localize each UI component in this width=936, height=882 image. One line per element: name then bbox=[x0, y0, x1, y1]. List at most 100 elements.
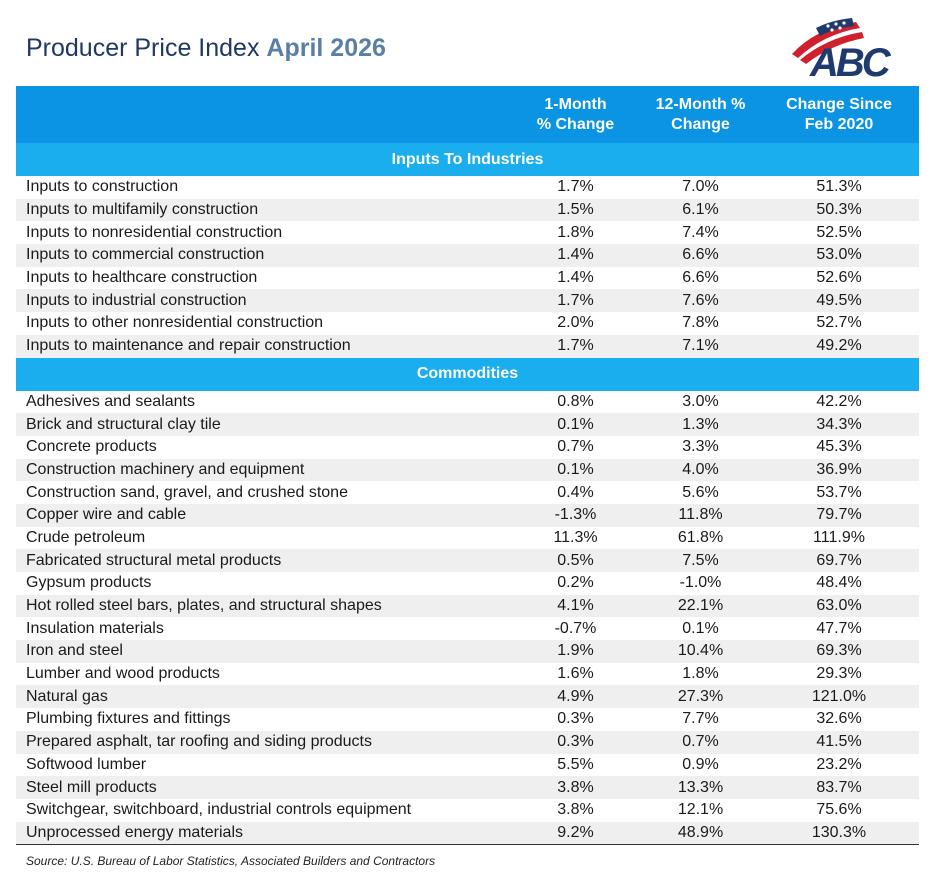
row-label: Brick and structural clay tile bbox=[16, 413, 509, 436]
row-label: Construction sand, gravel, and crushed s… bbox=[16, 481, 509, 504]
value-12-month: 27.3% bbox=[642, 685, 759, 709]
value-since-feb-2020: 63.0% bbox=[759, 594, 919, 618]
section-row: Inputs To Industries bbox=[16, 143, 919, 176]
value-12-month: 6.6% bbox=[642, 266, 759, 290]
table-row: Inputs to other nonresidential construct… bbox=[16, 312, 919, 335]
value-12-month: 12.1% bbox=[642, 798, 759, 822]
value-since-feb-2020: 111.9% bbox=[759, 526, 919, 550]
table-row: Lumber and wood products 1.6% 1.8% 29.3% bbox=[16, 662, 919, 686]
header-1-month: 1-Month % Change bbox=[509, 86, 642, 143]
value-since-feb-2020: 50.3% bbox=[759, 198, 919, 222]
value-since-feb-2020: 32.6% bbox=[759, 708, 919, 731]
section-title: Commodities bbox=[16, 357, 919, 391]
value-12-month: 6.1% bbox=[642, 198, 759, 222]
row-label: Fabricated structural metal products bbox=[16, 549, 509, 572]
row-label: Inputs to healthcare construction bbox=[16, 266, 509, 290]
row-label: Inputs to nonresidential construction bbox=[16, 221, 509, 245]
source-note: Source: U.S. Bureau of Labor Statistics,… bbox=[26, 854, 436, 868]
table-row: Unprocessed energy materials 9.2% 48.9% 130… bbox=[16, 821, 919, 846]
value-12-month: 0.1% bbox=[642, 617, 759, 641]
table-row: Inputs to multifamily construction 1.5% 6.… bbox=[16, 198, 919, 222]
table-row: Switchgear, switchboard, industrial cont… bbox=[16, 798, 919, 822]
row-label: Inputs to commercial construction bbox=[16, 244, 509, 267]
value-1-month: 0.1% bbox=[509, 413, 642, 436]
value-12-month: 0.9% bbox=[642, 753, 759, 777]
value-1-month: 0.8% bbox=[509, 390, 642, 414]
page-title: Producer Price Index April 2026 bbox=[26, 34, 386, 63]
row-label: Plumbing fixtures and fittings bbox=[16, 708, 509, 731]
value-1-month: 4.9% bbox=[509, 685, 642, 709]
section-row: Commodities bbox=[16, 357, 919, 391]
row-label: Construction machinery and equipment bbox=[16, 458, 509, 482]
value-since-feb-2020: 52.6% bbox=[759, 266, 919, 290]
value-since-feb-2020: 49.2% bbox=[759, 334, 919, 358]
table-row: Adhesives and sealants 0.8% 3.0% 42.2% bbox=[16, 390, 919, 414]
value-since-feb-2020: 47.7% bbox=[759, 617, 919, 641]
value-1-month: 1.4% bbox=[509, 244, 642, 267]
row-label: Prepared asphalt, tar roofing and siding… bbox=[16, 730, 509, 754]
row-label: Switchgear, switchboard, industrial cont… bbox=[16, 798, 509, 822]
row-label: Lumber and wood products bbox=[16, 662, 509, 686]
table-row: Inputs to maintenance and repair constru… bbox=[16, 334, 919, 358]
row-label: Natural gas bbox=[16, 685, 509, 709]
value-since-feb-2020: 48.4% bbox=[759, 572, 919, 595]
value-12-month: 7.6% bbox=[642, 289, 759, 313]
value-1-month: 9.2% bbox=[509, 821, 642, 846]
header-since-l2: Feb 2020 bbox=[804, 115, 874, 133]
value-since-feb-2020: 79.7% bbox=[759, 503, 919, 527]
value-12-month: 61.8% bbox=[642, 526, 759, 550]
value-since-feb-2020: 29.3% bbox=[759, 662, 919, 686]
value-12-month: 48.9% bbox=[642, 821, 759, 846]
header-12-month: 12-Month % Change bbox=[642, 86, 759, 143]
value-since-feb-2020: 51.3% bbox=[759, 176, 919, 199]
table-row: Softwood lumber 5.5% 0.9% 23.2% bbox=[16, 753, 919, 777]
value-since-feb-2020: 69.3% bbox=[759, 640, 919, 663]
value-1-month: 1.9% bbox=[509, 640, 642, 663]
table-row: Gypsum products 0.2% -1.0% 48.4% bbox=[16, 572, 919, 595]
value-12-month: 13.3% bbox=[642, 776, 759, 799]
ppi-table: 1-Month % Change 12-Month % Change Change … bbox=[16, 86, 919, 846]
svg-text:ABC: ABC bbox=[809, 41, 892, 78]
value-1-month: 1.7% bbox=[509, 289, 642, 313]
row-label: Inputs to maintenance and repair constru… bbox=[16, 334, 509, 358]
value-since-feb-2020: 121.0% bbox=[759, 685, 919, 709]
table-row: Crude petroleum 11.3% 61.8% 111.9% bbox=[16, 526, 919, 550]
value-12-month: 22.1% bbox=[642, 594, 759, 618]
value-12-month: 11.8% bbox=[642, 503, 759, 527]
row-label: Softwood lumber bbox=[16, 753, 509, 777]
value-since-feb-2020: 23.2% bbox=[759, 753, 919, 777]
value-since-feb-2020: 53.0% bbox=[759, 244, 919, 267]
row-label: Crude petroleum bbox=[16, 526, 509, 550]
table-row: Construction machinery and equipment 0.1%… bbox=[16, 458, 919, 482]
value-12-month: 1.8% bbox=[642, 662, 759, 686]
value-since-feb-2020: 75.6% bbox=[759, 798, 919, 822]
value-1-month: 0.5% bbox=[509, 549, 642, 572]
header-label bbox=[16, 86, 509, 143]
header-1-month-l1: 1-Month bbox=[544, 95, 607, 113]
value-12-month: 7.8% bbox=[642, 312, 759, 335]
row-label: Iron and steel bbox=[16, 640, 509, 663]
table-row: Concrete products 0.7% 3.3% 45.3% bbox=[16, 435, 919, 459]
value-12-month: 0.7% bbox=[642, 730, 759, 754]
value-12-month: -1.0% bbox=[642, 572, 759, 595]
row-label: Copper wire and cable bbox=[16, 503, 509, 527]
value-1-month: 1.7% bbox=[509, 334, 642, 358]
value-1-month: 0.2% bbox=[509, 572, 642, 595]
table-row: Prepared asphalt, tar roofing and siding… bbox=[16, 730, 919, 754]
value-since-feb-2020: 52.5% bbox=[759, 221, 919, 245]
header-since-l1: Change Since bbox=[786, 95, 892, 113]
table-row: Natural gas 4.9% 27.3% 121.0% bbox=[16, 685, 919, 709]
value-12-month: 3.3% bbox=[642, 435, 759, 459]
row-label: Gypsum products bbox=[16, 572, 509, 595]
table-row: Steel mill products 3.8% 13.3% 83.7% bbox=[16, 776, 919, 799]
value-1-month: 0.7% bbox=[509, 435, 642, 459]
value-12-month: 7.7% bbox=[642, 708, 759, 731]
header-since-feb-2020: Change Since Feb 2020 bbox=[759, 86, 919, 143]
row-label: Hot rolled steel bars, plates, and struc… bbox=[16, 594, 509, 618]
table-header: 1-Month % Change 12-Month % Change Change … bbox=[16, 86, 919, 143]
value-12-month: 4.0% bbox=[642, 458, 759, 482]
value-1-month: 1.8% bbox=[509, 221, 642, 245]
value-since-feb-2020: 69.7% bbox=[759, 549, 919, 572]
table-row: Inputs to healthcare construction 1.4% 6.6… bbox=[16, 266, 919, 290]
value-1-month: 0.4% bbox=[509, 481, 642, 504]
